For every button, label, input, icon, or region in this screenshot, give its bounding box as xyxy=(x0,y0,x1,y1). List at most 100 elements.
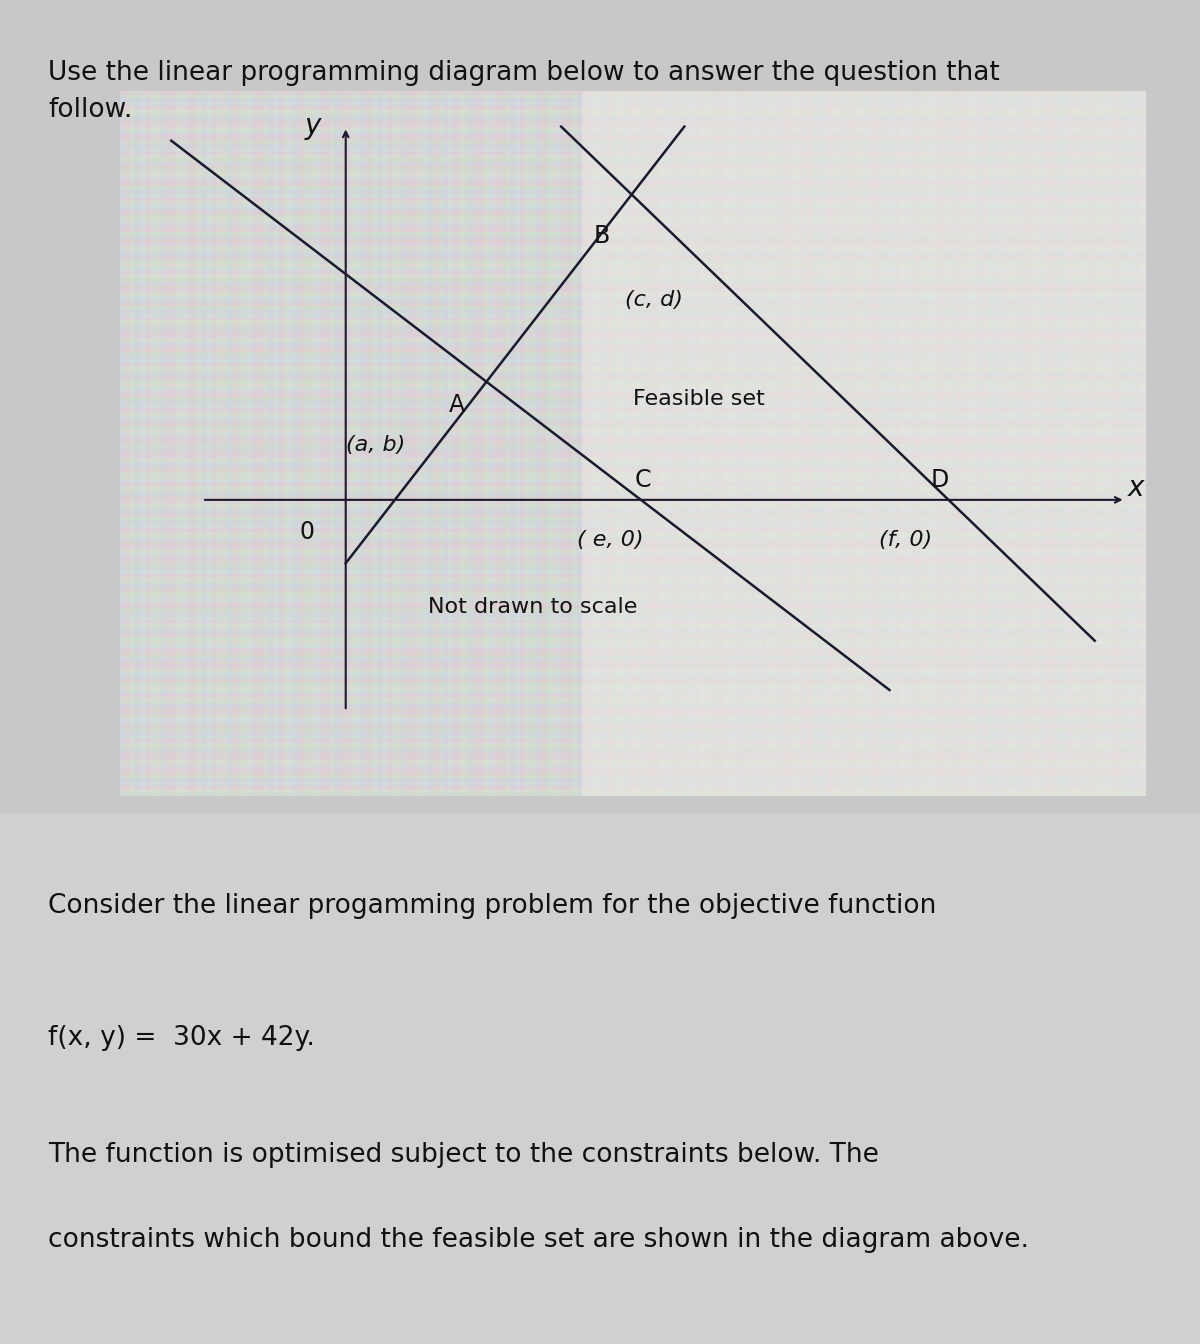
Bar xyxy=(895,91,900,796)
Bar xyxy=(140,91,145,796)
Bar xyxy=(120,359,1146,363)
Bar xyxy=(1022,91,1028,796)
Bar xyxy=(120,655,1146,659)
Bar xyxy=(592,91,598,796)
Bar xyxy=(607,91,612,796)
Bar xyxy=(587,91,592,796)
Text: (f, 0): (f, 0) xyxy=(880,530,932,550)
Bar xyxy=(638,91,643,796)
Bar xyxy=(844,91,848,796)
Bar xyxy=(120,652,1146,655)
Bar xyxy=(120,405,1146,409)
Bar xyxy=(1126,91,1130,796)
Bar xyxy=(120,507,1146,511)
Bar xyxy=(120,454,1146,457)
Bar xyxy=(120,613,1146,616)
Bar xyxy=(120,496,1146,500)
Bar xyxy=(520,91,526,796)
Bar xyxy=(1013,91,1018,796)
Bar xyxy=(120,785,1146,789)
Bar xyxy=(125,91,131,796)
Text: f(x, y) =  30x + 42y.: f(x, y) = 30x + 42y. xyxy=(48,1025,314,1051)
Bar xyxy=(674,91,679,796)
Text: Not drawn to scale: Not drawn to scale xyxy=(428,597,637,617)
Bar xyxy=(120,274,1146,278)
Bar xyxy=(1033,91,1038,796)
Bar xyxy=(1008,91,1013,796)
Bar xyxy=(618,91,623,796)
Bar xyxy=(982,91,986,796)
Bar xyxy=(120,517,1146,521)
Bar xyxy=(120,722,1146,726)
Bar xyxy=(120,289,1146,292)
Bar xyxy=(166,91,172,796)
Bar xyxy=(736,91,740,796)
Bar xyxy=(120,300,1146,302)
Bar xyxy=(382,91,386,796)
Bar xyxy=(1115,91,1121,796)
Bar xyxy=(120,567,1146,570)
Bar xyxy=(120,606,1146,609)
Bar xyxy=(120,98,1146,102)
Bar xyxy=(120,200,1146,204)
Bar xyxy=(120,633,1146,637)
Bar xyxy=(253,91,258,796)
Bar xyxy=(120,728,1146,732)
Bar xyxy=(120,591,1146,595)
Text: y: y xyxy=(305,112,322,140)
Bar xyxy=(120,380,1146,383)
Bar xyxy=(120,504,1146,507)
Bar xyxy=(120,302,1146,306)
Bar xyxy=(172,91,176,796)
Bar xyxy=(120,250,1146,254)
Bar xyxy=(120,433,1146,437)
Text: (c, d): (c, d) xyxy=(625,290,683,310)
Bar xyxy=(407,91,413,796)
Bar xyxy=(479,91,485,796)
Bar xyxy=(356,91,361,796)
Bar xyxy=(145,91,151,796)
Bar xyxy=(120,739,1146,743)
Bar xyxy=(992,91,997,796)
Bar xyxy=(582,91,587,796)
Bar xyxy=(120,257,1146,261)
Bar xyxy=(704,91,710,796)
Bar xyxy=(120,609,1146,613)
Bar xyxy=(977,91,982,796)
Text: Use the linear programming diagram below to answer the question that: Use the linear programming diagram below… xyxy=(48,60,1000,86)
Bar xyxy=(120,644,1146,648)
Bar xyxy=(120,630,1146,633)
Bar xyxy=(120,578,1146,581)
Bar xyxy=(120,437,1146,439)
Bar xyxy=(120,204,1146,207)
Bar xyxy=(120,317,1146,320)
Bar xyxy=(120,172,1146,176)
Bar xyxy=(571,91,576,796)
Bar xyxy=(120,500,1146,504)
Bar xyxy=(120,211,1146,215)
Bar xyxy=(120,602,1146,606)
Bar xyxy=(120,113,1146,116)
Bar xyxy=(120,409,1146,411)
Bar xyxy=(668,91,674,796)
Bar xyxy=(120,398,1146,402)
Bar xyxy=(120,235,1146,239)
Text: A: A xyxy=(449,392,464,417)
Bar xyxy=(120,746,1146,750)
Bar xyxy=(284,91,289,796)
Bar xyxy=(120,648,1146,652)
Bar xyxy=(1049,91,1054,796)
Bar xyxy=(120,574,1146,578)
Bar xyxy=(936,91,941,796)
Bar xyxy=(120,271,1146,274)
Bar xyxy=(120,461,1146,465)
Bar xyxy=(120,194,1146,198)
Bar xyxy=(120,179,1146,183)
Bar xyxy=(920,91,925,796)
Bar xyxy=(120,789,1146,792)
Bar xyxy=(120,718,1146,722)
Bar xyxy=(941,91,946,796)
Bar xyxy=(120,581,1146,585)
Bar xyxy=(361,91,366,796)
Bar xyxy=(956,91,961,796)
